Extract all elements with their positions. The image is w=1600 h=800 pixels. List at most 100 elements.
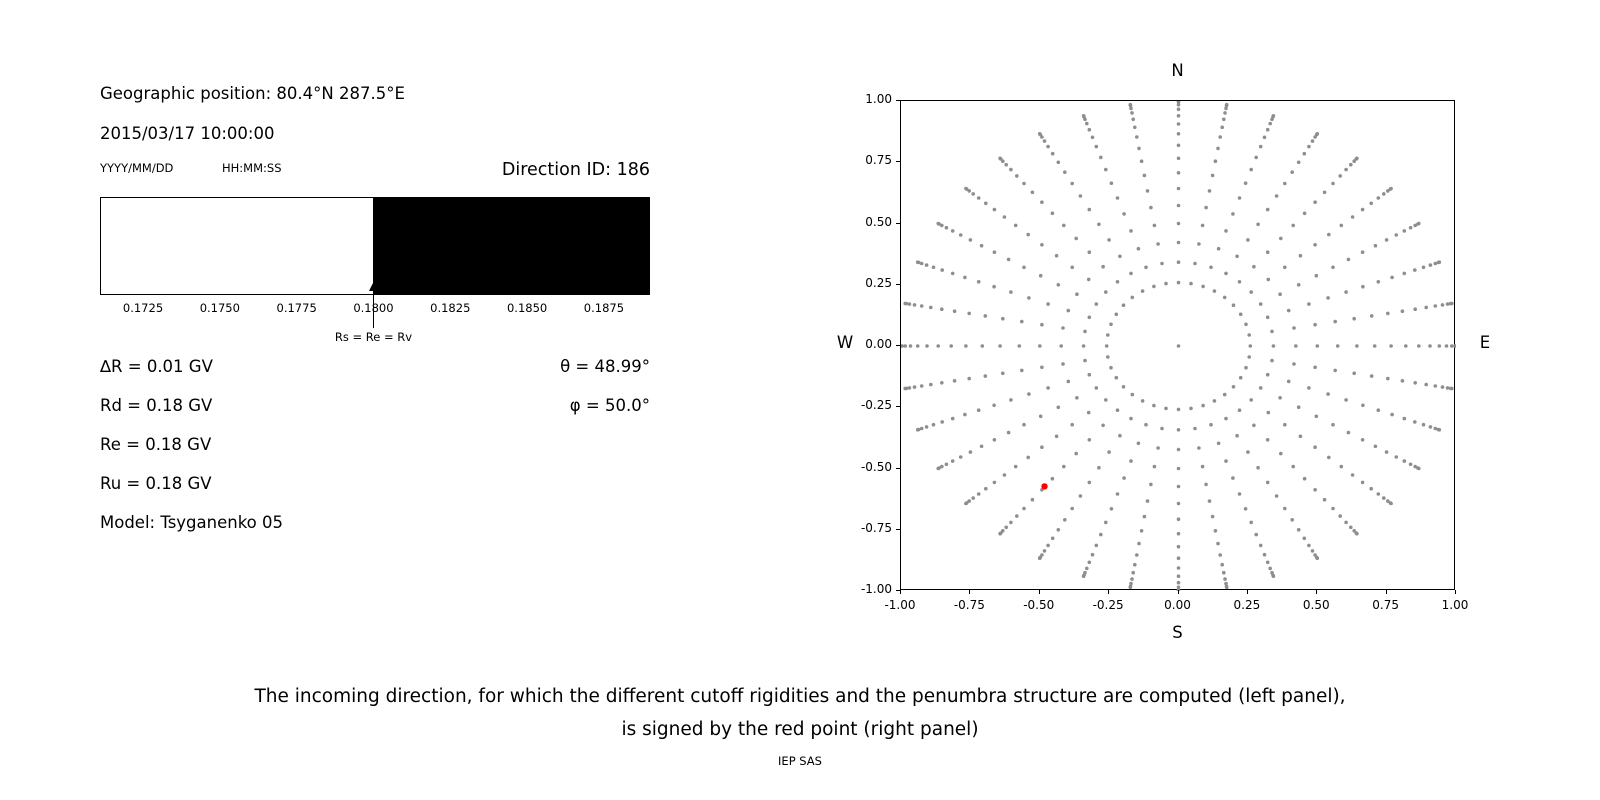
- direction-dot: [992, 403, 996, 408]
- direction-dot: [908, 344, 913, 348]
- direction-dot: [1382, 192, 1386, 196]
- penumbra-segment: [101, 198, 374, 294]
- direction-dot: [1413, 420, 1417, 424]
- direction-dot: [1152, 464, 1157, 469]
- direction-dot: [924, 425, 929, 429]
- direction-dot: [1164, 406, 1168, 411]
- direction-dot: [1389, 501, 1393, 506]
- direction-dot: [1292, 362, 1296, 366]
- direction-dot: [1078, 194, 1083, 198]
- direction-dot: [1121, 385, 1126, 389]
- direction-dot: [944, 225, 949, 230]
- direction-dot: [1160, 261, 1164, 266]
- arrow-head-icon: [369, 283, 378, 291]
- y-tick-label: 1.00: [865, 92, 892, 106]
- direction-dot: [1176, 114, 1181, 118]
- direction-dot: [1201, 403, 1205, 408]
- direction-dot: [1133, 562, 1137, 567]
- direction-dot: [1142, 173, 1147, 178]
- y-tick-label: -0.25: [860, 398, 892, 413]
- direction-dot: [1210, 173, 1215, 178]
- arrow-line: [372, 290, 375, 328]
- direction-dot: [1129, 581, 1133, 586]
- direction-dot: [919, 426, 924, 431]
- direction-dot: [1107, 450, 1111, 454]
- direction-dot: [1135, 553, 1139, 557]
- direction-dot: [1413, 223, 1417, 228]
- direction-dot: [1279, 236, 1283, 241]
- direction-dot: [1376, 408, 1381, 413]
- direction-dot: [1450, 301, 1454, 306]
- direction-dot: [1249, 398, 1253, 402]
- penumbra-plot: Rs = Re = Rv 0.1725 0.1750 0.1775 0.1800 0.1…: [100, 197, 650, 362]
- direction-dot: [1176, 585, 1181, 590]
- direction-dot: [949, 344, 953, 348]
- direction-dot: [1349, 525, 1353, 530]
- direction-dot: [979, 243, 984, 248]
- direction-dot: [1238, 375, 1243, 380]
- direction-dot: [1331, 422, 1335, 427]
- direction-dot: [1231, 476, 1235, 480]
- direction-dot: [1360, 480, 1365, 485]
- direction-dot: [1121, 303, 1126, 307]
- direction-dot: [1207, 189, 1212, 193]
- direction-dot: [1040, 200, 1044, 204]
- direction-dot: [1090, 552, 1095, 557]
- direction-dot: [1066, 379, 1071, 384]
- direction-dot: [1252, 264, 1256, 269]
- model-label: Model: Tsyganenko 05: [100, 513, 284, 532]
- x-tick-label: -1.00: [884, 598, 916, 612]
- direction-dot: [1338, 514, 1342, 518]
- direction-dot: [1087, 127, 1092, 132]
- penumbra-x-tick-label: 0.1725: [122, 301, 164, 315]
- direction-dot: [1037, 556, 1042, 560]
- direction-dot: [1421, 422, 1426, 427]
- direction-dot: [1291, 223, 1295, 228]
- direction-dot: [1454, 344, 1456, 348]
- direction-dot: [1231, 212, 1235, 216]
- direction-dot: [903, 301, 907, 306]
- direction-dot: [1400, 379, 1405, 383]
- direction-id-label: Direction ID: 186: [501, 160, 650, 180]
- penumbra-x-tick-label: 0.1800: [353, 301, 394, 315]
- direction-dot: [1070, 265, 1074, 270]
- x-tick-label: 0.75: [1372, 598, 1399, 612]
- direction-dot: [1042, 139, 1047, 143]
- direction-dot: [1224, 581, 1228, 586]
- datetime-label: 2015/03/17 10:00:00: [100, 124, 275, 143]
- direction-dot: [1059, 344, 1063, 348]
- direction-dot: [1355, 156, 1359, 161]
- direction-dot: [1413, 381, 1417, 385]
- direction-dot: [1322, 190, 1327, 195]
- direction-dot: [1220, 125, 1224, 130]
- direction-dot: [1083, 358, 1087, 363]
- direction-dot: [1216, 541, 1220, 546]
- direction-dot: [1386, 499, 1390, 503]
- direction-dot: [1129, 416, 1133, 421]
- y-tick-mark: [896, 222, 900, 224]
- direction-dot: [1352, 371, 1356, 376]
- direction-dot: [1262, 552, 1267, 557]
- direction-dot: [1386, 311, 1390, 316]
- direction-dot: [912, 303, 917, 307]
- direction-dot: [931, 422, 936, 427]
- direction-dot: [1086, 410, 1091, 415]
- direction-dot: [1040, 365, 1044, 370]
- direction-dot: [940, 381, 944, 385]
- direction-dot: [1266, 410, 1271, 415]
- direction-dot: [984, 486, 988, 491]
- direction-dot: [1296, 528, 1301, 532]
- direction-dot: [1006, 257, 1011, 262]
- direction-dot: [1145, 189, 1150, 193]
- direction-dot: [1176, 574, 1181, 578]
- direction-dot: [1133, 125, 1137, 130]
- geographic-position-label: Geographic position: 80.4°N 287.5°E: [100, 84, 405, 103]
- direction-dot: [1344, 290, 1348, 294]
- x-tick-mark: [900, 590, 901, 594]
- compass-label-south: S: [1172, 623, 1183, 642]
- direction-dot: [1104, 344, 1109, 348]
- direction-dot: [924, 263, 929, 267]
- direction-dot: [1339, 464, 1344, 469]
- direction-dot: [1360, 250, 1365, 254]
- direction-dot: [940, 223, 944, 228]
